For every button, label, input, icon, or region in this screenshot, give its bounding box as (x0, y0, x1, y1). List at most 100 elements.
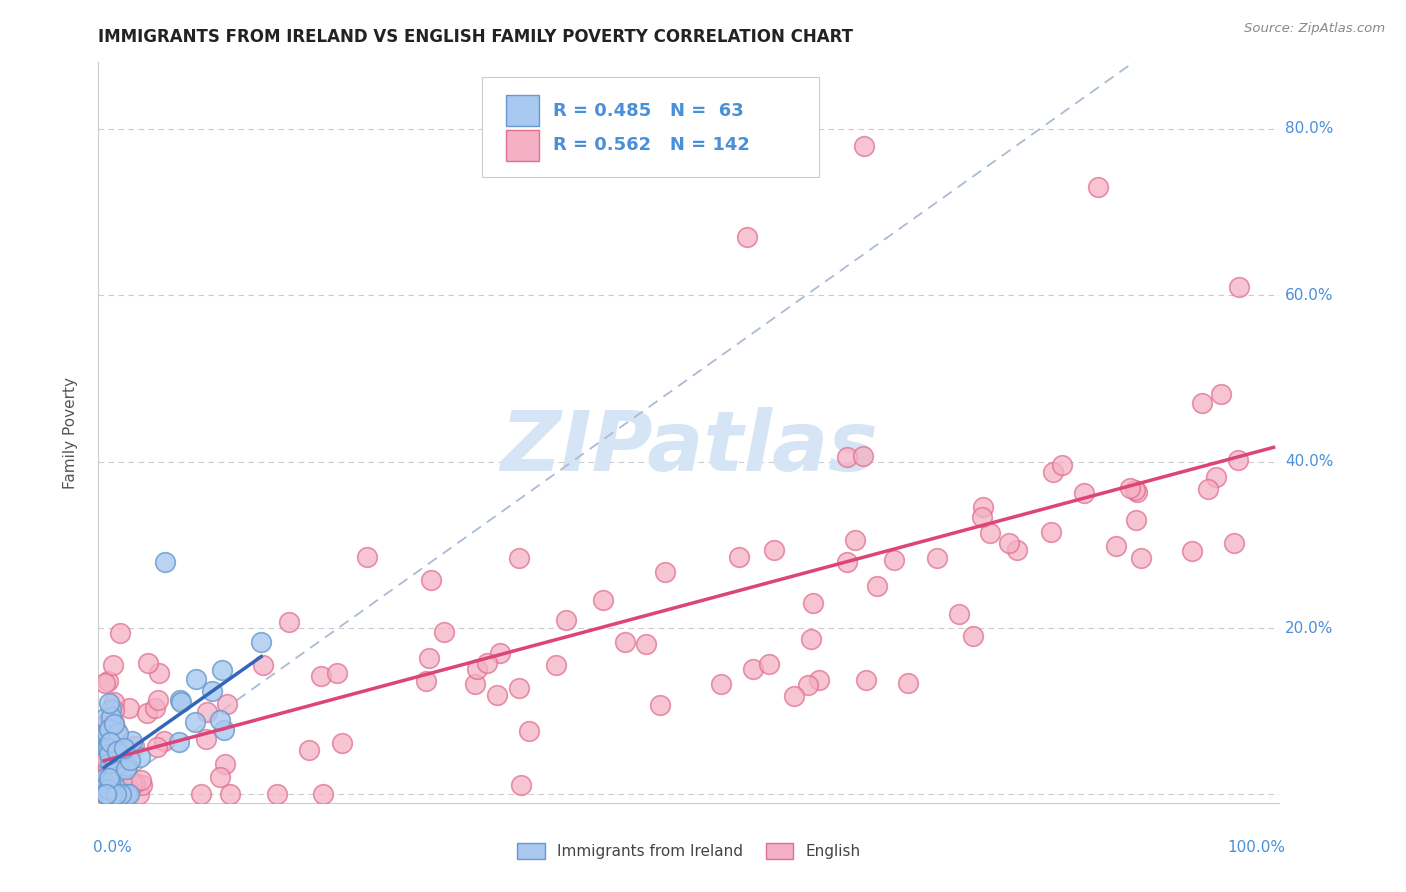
Point (115, 788, 138, 802)
Point (101, 763, 124, 777)
Text: 100.0%: 100.0% (1227, 840, 1285, 855)
Point (104, 723, 127, 737)
Point (98, 771, 121, 785)
Point (98, 756, 121, 771)
Point (108, 751, 131, 765)
Point (135, 706, 157, 720)
Point (896, 676, 918, 690)
Point (1123, 483, 1146, 498)
Point (837, 555, 859, 569)
Point (97, 731, 120, 745)
Point (110, 788, 132, 802)
Point (98, 712, 121, 726)
Point (129, 750, 152, 764)
Point (100, 788, 122, 802)
Text: 0.0%: 0.0% (93, 840, 131, 855)
Point (97, 773, 120, 788)
Point (96, 756, 118, 771)
Point (737, 230, 759, 244)
Point (97, 741, 120, 756)
Point (948, 607, 970, 622)
Point (118, 788, 141, 802)
Point (100, 788, 122, 802)
Point (762, 542, 785, 557)
Point (508, 681, 530, 695)
Point (105, 786, 128, 800)
Point (103, 703, 125, 717)
Point (112, 741, 135, 756)
Point (115, 759, 138, 773)
Point (208, 713, 231, 727)
Point (94, 771, 117, 785)
Point (94, 765, 117, 780)
Point (214, 757, 236, 772)
Point (835, 450, 858, 464)
Y-axis label: Family Poverty: Family Poverty (63, 376, 77, 489)
Point (97, 674, 120, 689)
Point (309, 669, 332, 683)
Point (98, 714, 121, 728)
Point (97, 781, 120, 796)
Point (101, 658, 124, 673)
Point (105, 744, 128, 758)
Point (311, 788, 333, 802)
Point (97, 723, 120, 737)
Point (96, 779, 118, 793)
Point (208, 770, 231, 784)
Point (124, 775, 146, 789)
Point (326, 665, 349, 680)
Point (212, 723, 235, 737)
Point (94, 752, 117, 766)
Point (808, 673, 831, 687)
Point (855, 673, 877, 687)
Point (122, 739, 145, 753)
Point (117, 780, 139, 795)
Point (98, 743, 121, 757)
Point (467, 662, 489, 676)
Point (104, 780, 127, 794)
Point (98, 788, 121, 802)
Point (211, 663, 233, 677)
Point (962, 630, 984, 644)
Point (96, 714, 118, 729)
Point (121, 776, 143, 790)
Point (654, 566, 676, 580)
Point (883, 552, 905, 566)
Point (146, 739, 169, 754)
Point (972, 500, 994, 514)
Point (103, 694, 125, 708)
Point (197, 705, 219, 719)
Point (131, 779, 153, 793)
Point (1125, 485, 1147, 500)
Point (110, 625, 132, 640)
Point (1223, 536, 1246, 550)
Point (169, 692, 191, 706)
Point (250, 634, 273, 648)
Point (100, 710, 122, 724)
Point (418, 651, 440, 665)
Point (979, 526, 1001, 541)
Point (153, 555, 176, 569)
Point (100, 702, 122, 716)
Point (489, 646, 512, 660)
Point (118, 753, 141, 767)
Point (94, 753, 117, 767)
Point (152, 734, 174, 748)
Point (94, 788, 117, 802)
Point (108, 751, 131, 765)
Point (104, 788, 127, 802)
Point (103, 715, 125, 730)
Text: 40.0%: 40.0% (1285, 454, 1334, 469)
Point (1197, 482, 1219, 496)
Point (592, 593, 614, 607)
Point (298, 742, 321, 756)
Point (433, 625, 456, 640)
Point (97, 696, 120, 710)
Point (1125, 513, 1147, 527)
Point (710, 677, 733, 691)
Point (94, 711, 117, 725)
Point (94, 735, 117, 749)
Point (96, 788, 118, 802)
Point (997, 536, 1019, 550)
Point (112, 744, 135, 758)
